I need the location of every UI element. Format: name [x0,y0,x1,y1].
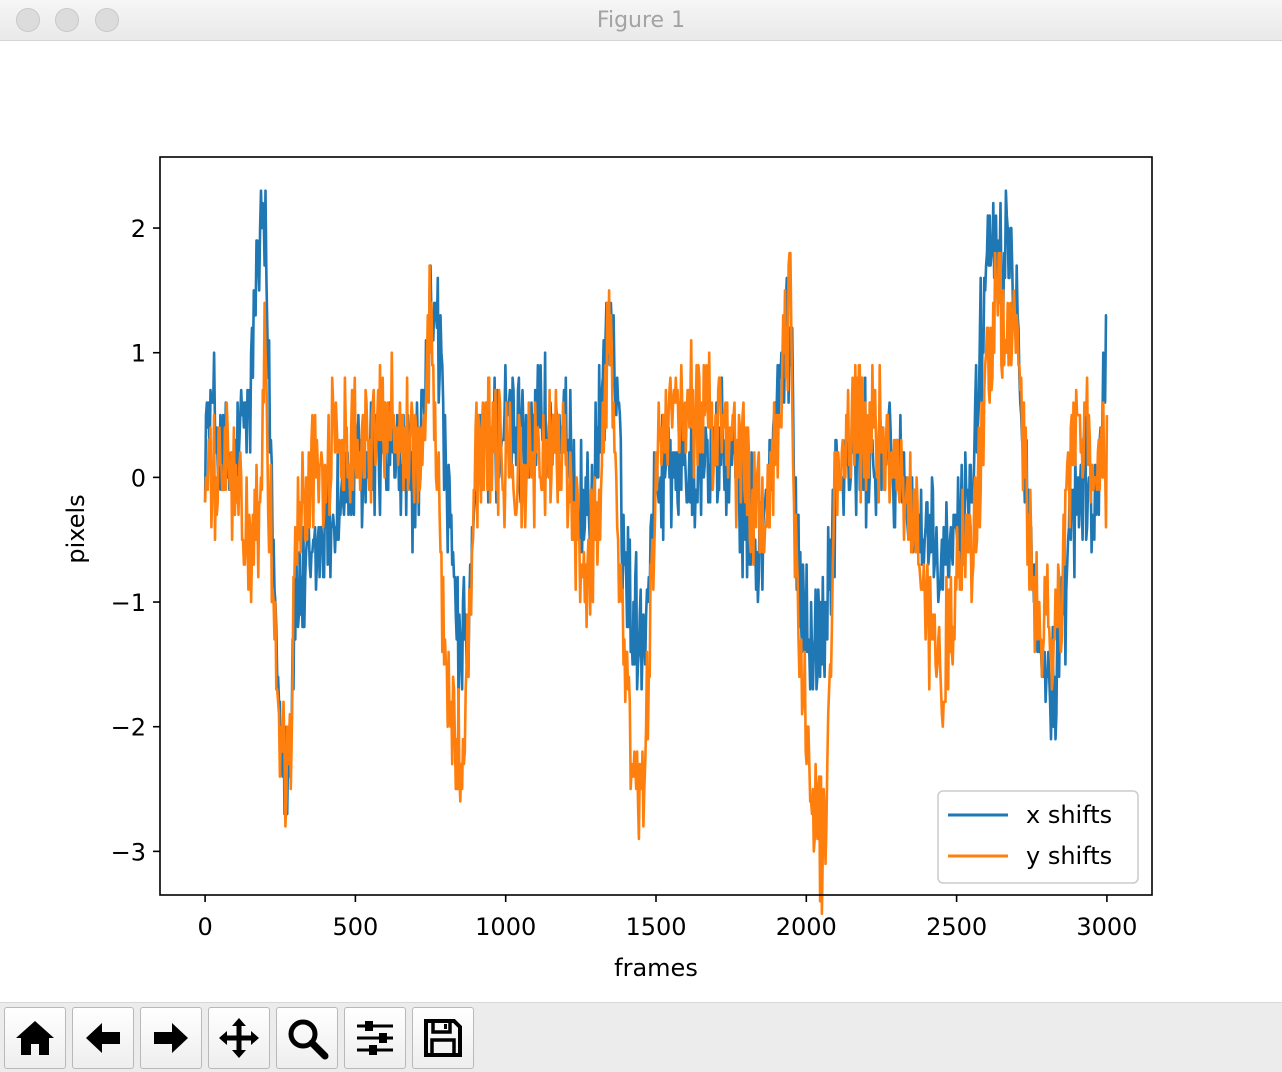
forward-button[interactable] [140,1007,202,1069]
arrow-left-icon [86,1023,120,1053]
sliders-icon [357,1021,393,1055]
y-tick-label: 1 [131,340,146,368]
x-axis-label: frames [614,954,698,982]
y-axis: −3 −2 −1 0 1 2 [111,215,160,866]
x-tick-label: 1000 [475,913,536,941]
navigation-toolbar [0,1002,1282,1072]
close-window-button[interactable] [16,8,40,32]
figure-canvas: 0 500 1000 1500 2000 2500 3000 −3 −2 −1 0 1 2 frame… [0,41,1282,1001]
legend: x shifts y shifts [937,790,1139,884]
window-title: Figure 1 [596,8,686,33]
magnifier-icon [288,1019,329,1060]
minimize-window-button[interactable] [55,8,79,32]
save-button[interactable] [412,1007,474,1069]
move-icon [219,1018,259,1058]
y-axis-label: pixels [62,494,90,563]
window-titlebar: Figure 1 [0,0,1282,41]
y-tick-label: −2 [111,714,146,742]
floppy-disk-icon [424,1019,462,1057]
x-tick-label: 3000 [1076,913,1137,941]
legend-label-y-shifts: y shifts [1026,842,1112,870]
series-layer [203,189,1109,916]
y-tick-label: 0 [131,464,146,492]
configure-subplots-button[interactable] [344,1007,406,1069]
maximize-window-button[interactable] [95,8,119,32]
home-icon [16,1021,54,1055]
y-tick-label: −1 [111,589,146,617]
x-tick-label: 2500 [926,913,987,941]
arrow-right-icon [154,1023,188,1053]
x-tick-label: 1500 [625,913,686,941]
back-button[interactable] [72,1007,134,1069]
x-axis: 0 500 1000 1500 2000 2500 3000 [197,895,1137,941]
pan-button[interactable] [208,1007,270,1069]
home-button[interactable] [4,1007,66,1069]
x-tick-label: 2000 [776,913,837,941]
legend-label-x-shifts: x shifts [1026,801,1112,829]
y-tick-label: 2 [131,215,146,243]
x-tick-label: 500 [332,913,378,941]
x-tick-label: 0 [197,913,212,941]
zoom-button[interactable] [276,1007,338,1069]
y-tick-label: −3 [111,838,146,866]
series-line-y-shifts [203,251,1109,916]
